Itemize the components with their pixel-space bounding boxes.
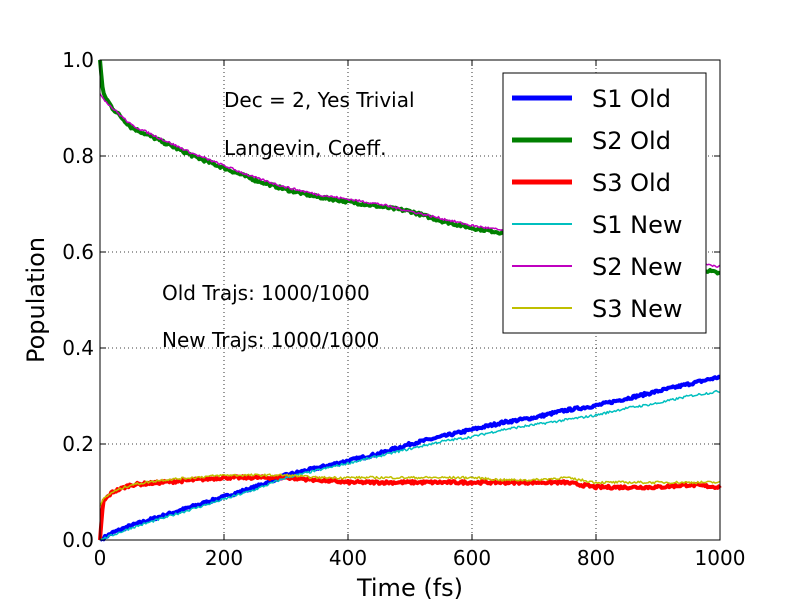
y-tick-label: 0.4 <box>62 336 94 360</box>
ticks: 0 200 400 600 800 1000 0.0 0.2 0.4 0.6 0.8 1.0 <box>62 48 745 570</box>
legend-box <box>502 72 707 334</box>
legend-label: S2 Old <box>592 127 671 155</box>
series-line-s1-old <box>98 374 721 542</box>
legend: S1 Old S2 Old S3 Old S1 New S2 New S3 New <box>502 72 707 334</box>
legend-label: S3 New <box>592 295 682 323</box>
x-axis-label: Time (fs) <box>356 574 463 600</box>
annotation-new-trajs: New Trajs: 1000/1000 <box>162 328 379 352</box>
y-tick-label: 0.0 <box>62 528 94 552</box>
x-tick-label: 400 <box>329 546 367 570</box>
series-line-s3-old <box>98 474 722 541</box>
x-tick-label: 800 <box>577 546 615 570</box>
annotation-method: Langevin, Coeff. <box>224 136 387 160</box>
legend-label: S1 New <box>592 211 682 239</box>
annotation-dec: Dec = 2, Yes Trivial <box>224 88 415 112</box>
y-tick-label: 0.8 <box>62 144 94 168</box>
y-tick-label: 0.2 <box>62 432 94 456</box>
series-line-s3-new <box>99 473 721 507</box>
x-tick-label: 600 <box>453 546 491 570</box>
y-tick-label: 0.6 <box>62 240 94 264</box>
y-axis-label: Population <box>22 237 50 363</box>
y-tick-label: 1.0 <box>62 48 94 72</box>
legend-label: S3 Old <box>592 169 671 197</box>
x-tick-label: 0 <box>94 546 107 570</box>
x-tick-label: 200 <box>205 546 243 570</box>
x-tick-label: 1000 <box>695 546 746 570</box>
series-line-s1-new <box>99 389 721 541</box>
legend-label: S1 Old <box>592 85 671 113</box>
plot-frame <box>99 59 721 541</box>
legend-label: S2 New <box>592 253 682 281</box>
annotation-old-trajs: Old Trajs: 1000/1000 <box>162 281 370 305</box>
